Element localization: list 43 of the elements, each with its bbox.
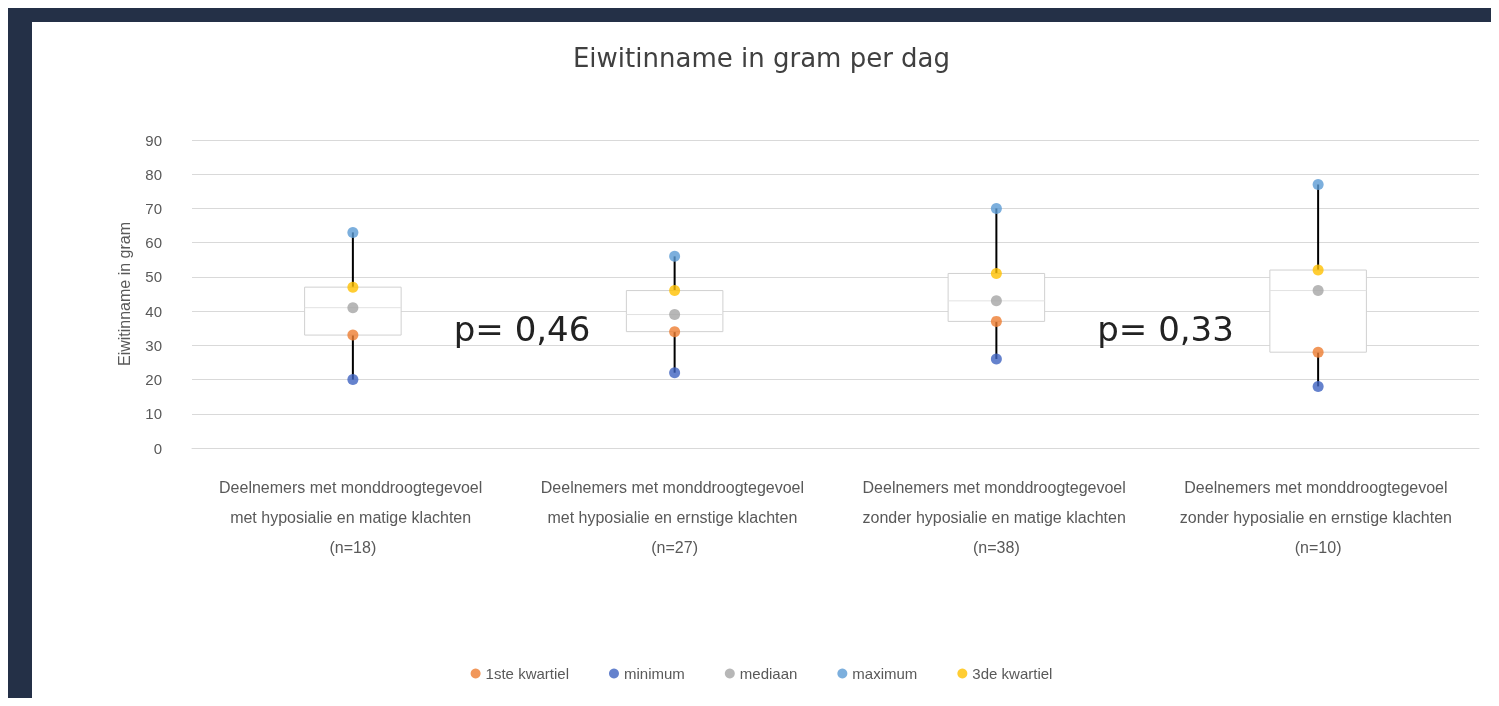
point xyxy=(990,267,1002,279)
point xyxy=(990,295,1002,307)
y-tick-label: 20 xyxy=(145,371,162,389)
point xyxy=(669,367,681,379)
point xyxy=(347,226,359,238)
annotation: p= 0,33 xyxy=(1097,308,1234,349)
point xyxy=(990,202,1002,214)
y-tick-label: 30 xyxy=(145,336,162,354)
y-tick-label: 80 xyxy=(145,165,162,183)
x-tick-label: Deelnemers met monddroogtegevoel met hyposialie en matige klachten (n=18) xyxy=(219,478,487,556)
legend-label: 1ste kwartiel xyxy=(485,665,569,682)
point xyxy=(347,302,359,314)
y-tick-label: 0 xyxy=(153,439,162,457)
legend-label: mediaan xyxy=(739,665,798,682)
point xyxy=(1312,264,1324,276)
point xyxy=(990,315,1002,327)
y-tick-label: 60 xyxy=(145,234,162,252)
point xyxy=(347,374,359,386)
legend-label: 3de kwartiel xyxy=(972,665,1053,682)
point xyxy=(1312,178,1324,190)
y-tick-label: 40 xyxy=(145,302,162,320)
y-tick-label: 70 xyxy=(145,199,162,217)
annotation: p= 0,46 xyxy=(453,308,591,349)
legend-label: minimum xyxy=(623,665,685,682)
point xyxy=(669,250,681,262)
point xyxy=(1312,380,1324,392)
point xyxy=(990,353,1002,365)
point xyxy=(669,285,681,297)
x-tick-label: Deelnemers met monddroogtegevoel met hyposialie en ernstige klachten (n=27) xyxy=(540,478,809,556)
point xyxy=(347,329,359,341)
y-tick-label: 90 xyxy=(145,131,162,149)
point xyxy=(1312,346,1324,358)
y-tick-label: 10 xyxy=(145,405,162,423)
legend-label: maximum xyxy=(852,665,918,682)
x-tick-label: Deelnemers met monddroogtegevoel zonder hyposialie en matige klachten (n=38) xyxy=(862,478,1131,556)
point xyxy=(669,326,681,338)
point xyxy=(347,281,359,293)
chart-title: Eiwitinname in gram per dag xyxy=(572,43,951,73)
y-tick-label: 50 xyxy=(145,268,162,286)
point xyxy=(669,309,681,321)
x-tick-label: Deelnemers met monddroogtegevoel zonder hyposialie en ernstige klachten (n=10) xyxy=(1179,478,1457,556)
point xyxy=(1312,285,1324,297)
y-axis-title: Eiwitinname in gram xyxy=(115,221,133,367)
